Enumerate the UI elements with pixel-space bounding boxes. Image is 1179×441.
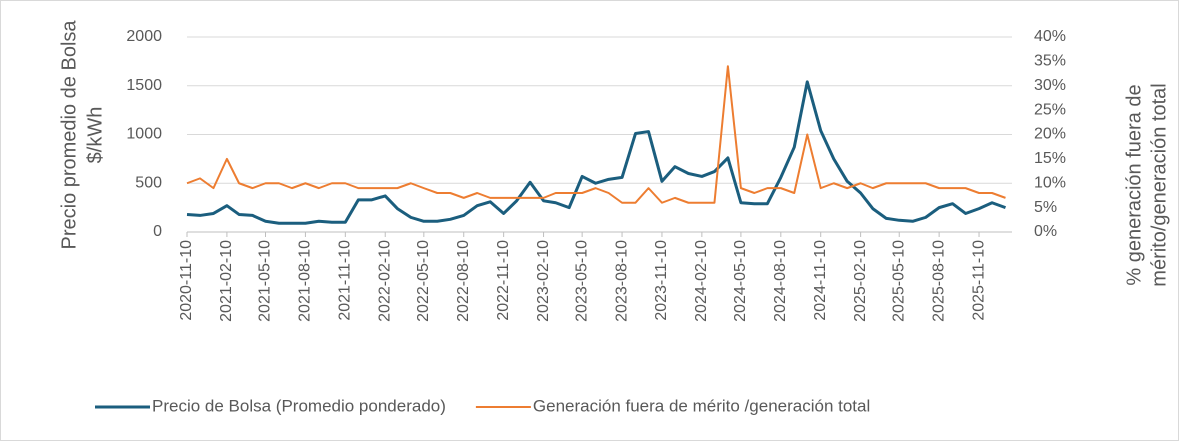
x-tick-label: 2023-02-10 [535, 240, 552, 322]
x-tick-label: 2022-11-10 [495, 240, 512, 321]
y2-tick-label: 0% [1034, 223, 1057, 240]
x-tick-label: 2024-02-10 [693, 240, 710, 322]
legend-label: Precio de Bolsa (Promedio ponderado) [152, 396, 446, 415]
y2-tick-label: 40% [1034, 28, 1066, 45]
x-tick-label: 2024-11-10 [812, 240, 829, 321]
y-tick-label: 0 [153, 223, 162, 240]
x-tick-label: 2021-08-10 [297, 240, 314, 322]
legend-label: Generación fuera de mérito /generación t… [533, 396, 870, 415]
y2-tick-label: 30% [1034, 77, 1066, 94]
y2-tick-label: 5% [1034, 199, 1057, 216]
x-tick-label: 2023-08-10 [613, 240, 630, 322]
y2-axis-title: % generación fuera de [1123, 84, 1145, 285]
y-tick-label: 500 [135, 174, 162, 191]
y2-tick-label: 35% [1034, 53, 1066, 70]
x-tick-label: 2022-05-10 [415, 240, 432, 322]
series-line [186, 80, 1007, 225]
y-tick-label: 2000 [126, 28, 162, 45]
y-axis-title: Precio promedio de Bolsa [58, 20, 80, 250]
x-tick-label: 2021-02-10 [218, 240, 235, 322]
y-tick-label: 1500 [126, 77, 162, 94]
x-tick-label: 2025-05-10 [890, 240, 907, 322]
y-tick-label: 1000 [126, 126, 162, 143]
x-tick-label: 2025-11-10 [970, 240, 987, 321]
x-tick-label: 2021-11-10 [337, 240, 354, 321]
x-tick-label: 2023-11-10 [653, 240, 670, 321]
x-tick-label: 2024-05-10 [732, 240, 749, 322]
y2-tick-label: 20% [1034, 126, 1066, 143]
y2-tick-label: 15% [1034, 150, 1066, 167]
x-tick-label: 2021-05-10 [257, 240, 274, 322]
y-axis-title: $/kWh [84, 107, 106, 164]
x-tick-label: 2023-05-10 [573, 240, 590, 322]
x-tick-label: 2024-08-10 [772, 240, 789, 322]
x-tick-label: 2025-08-10 [930, 240, 947, 322]
series-line [186, 65, 1006, 204]
x-tick-label: 2022-02-10 [376, 240, 393, 322]
y2-tick-label: 10% [1034, 174, 1066, 191]
y2-axis-title: mérito/generación total [1148, 83, 1170, 286]
x-tick-label: 2020-11-10 [178, 240, 195, 321]
y2-tick-label: 25% [1034, 101, 1066, 118]
x-tick-label: 2025-02-10 [852, 240, 869, 322]
x-tick-label: 2022-08-10 [455, 240, 472, 322]
